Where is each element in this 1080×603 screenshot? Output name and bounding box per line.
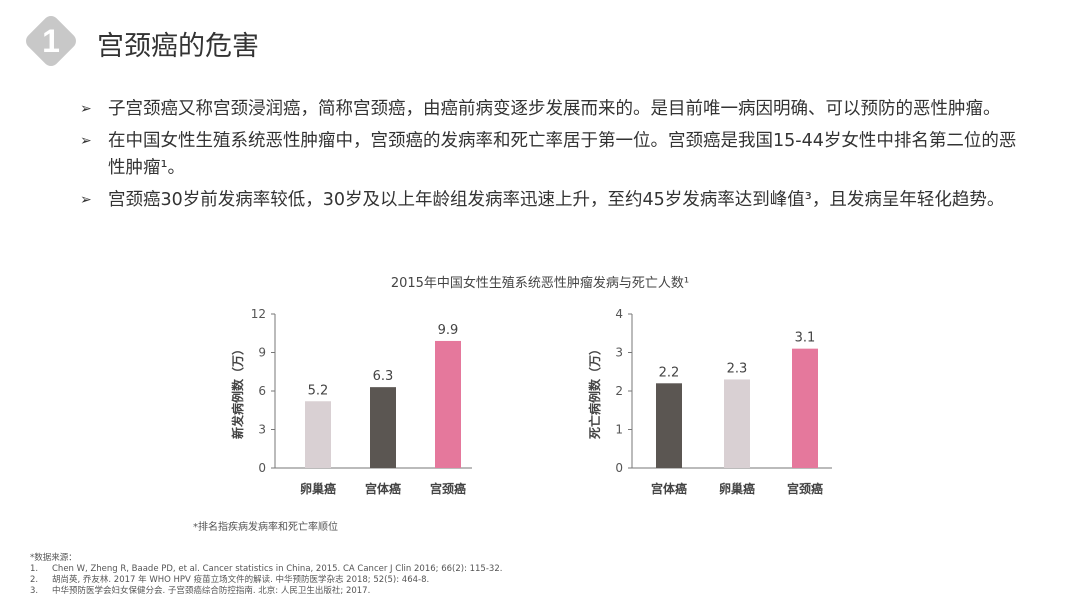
y-tick-label: 4	[615, 307, 623, 321]
data-label: 2.2	[659, 365, 680, 380]
references: *数据来源： 1. Chen W, Zheng R, Baade PD, et a…	[30, 553, 502, 597]
bar	[656, 383, 682, 468]
bullet-item: ➢ 在中国女性生殖系统恶性肿瘤中，宫颈癌的发病率和死亡率居于第一位。宫颈癌是我国1…	[80, 128, 1030, 182]
y-tick-label: 12	[251, 307, 266, 321]
bar	[305, 401, 331, 468]
bar	[724, 379, 750, 468]
arrow-bullet-icon: ➢	[80, 133, 92, 149]
bullet-item: ➢ 子宫颈癌又称宫颈浸润癌，简称宫颈癌，由癌前病变逐步发展而来的。是目前唯一病因明…	[80, 96, 1030, 123]
category-label: 宫颈癌	[430, 481, 466, 496]
data-label: 2.3	[727, 361, 748, 376]
category-label: 卵巢癌	[300, 481, 336, 496]
reference-item: 2. 胡尚英, 乔友林. 2017 年 WHO HPV 疫苗立场文件的解读. 中华…	[30, 575, 430, 585]
svg-text:1: 1	[42, 23, 60, 59]
y-axis-label: 新发病例数（万）	[230, 343, 245, 439]
number-badge: 1	[26, 16, 76, 66]
bullet-item: ➢ 宫颈癌30岁前发病率较低，30岁及以上年龄组发病率迅速上升，至约45岁发病率达…	[80, 187, 1030, 214]
y-tick-label: 3	[258, 423, 266, 437]
references-heading: *数据来源：	[30, 553, 77, 563]
category-label: 宫体癌	[651, 481, 687, 496]
reference-item: 3. 中华预防医学会妇女保健分会. 子宫颈癌综合防控指南. 北京: 人民卫生出版社…	[30, 586, 371, 596]
y-tick-label: 6	[258, 384, 266, 398]
page-title: 宫颈癌的危害	[97, 31, 259, 62]
bar	[792, 348, 818, 468]
y-tick-label: 2	[615, 384, 623, 398]
arrow-bullet-icon: ➢	[80, 192, 92, 208]
category-label: 卵巢癌	[719, 481, 755, 496]
y-tick-label: 0	[258, 461, 266, 475]
category-label: 宫体癌	[365, 481, 401, 496]
bullet-list: ➢ 子宫颈癌又称宫颈浸润癌，简称宫颈癌，由癌前病变逐步发展而来的。是目前唯一病因明…	[80, 96, 1030, 219]
chart-note: *排名指疾病发病率和死亡率顺位	[193, 522, 338, 533]
data-label: 9.9	[438, 323, 459, 338]
y-axis-label: 死亡病例数（万）	[587, 343, 602, 439]
chart-title: 2015年中国女性生殖系统恶性肿瘤发病与死亡人数¹	[390, 276, 690, 291]
reference-item: 1. Chen W, Zheng R, Baade PD, et al. Canc…	[30, 564, 503, 574]
bar	[370, 387, 396, 468]
y-tick-label: 9	[258, 346, 266, 360]
data-label: 5.2	[308, 383, 329, 398]
data-label: 3.1	[795, 331, 816, 346]
arrow-bullet-icon: ➢	[80, 101, 92, 117]
y-tick-label: 1	[615, 423, 623, 437]
y-tick-label: 0	[615, 461, 623, 475]
bar	[435, 340, 461, 468]
data-label: 6.3	[373, 369, 394, 384]
y-tick-label: 3	[615, 346, 623, 360]
category-label: 宫颈癌	[787, 481, 823, 496]
